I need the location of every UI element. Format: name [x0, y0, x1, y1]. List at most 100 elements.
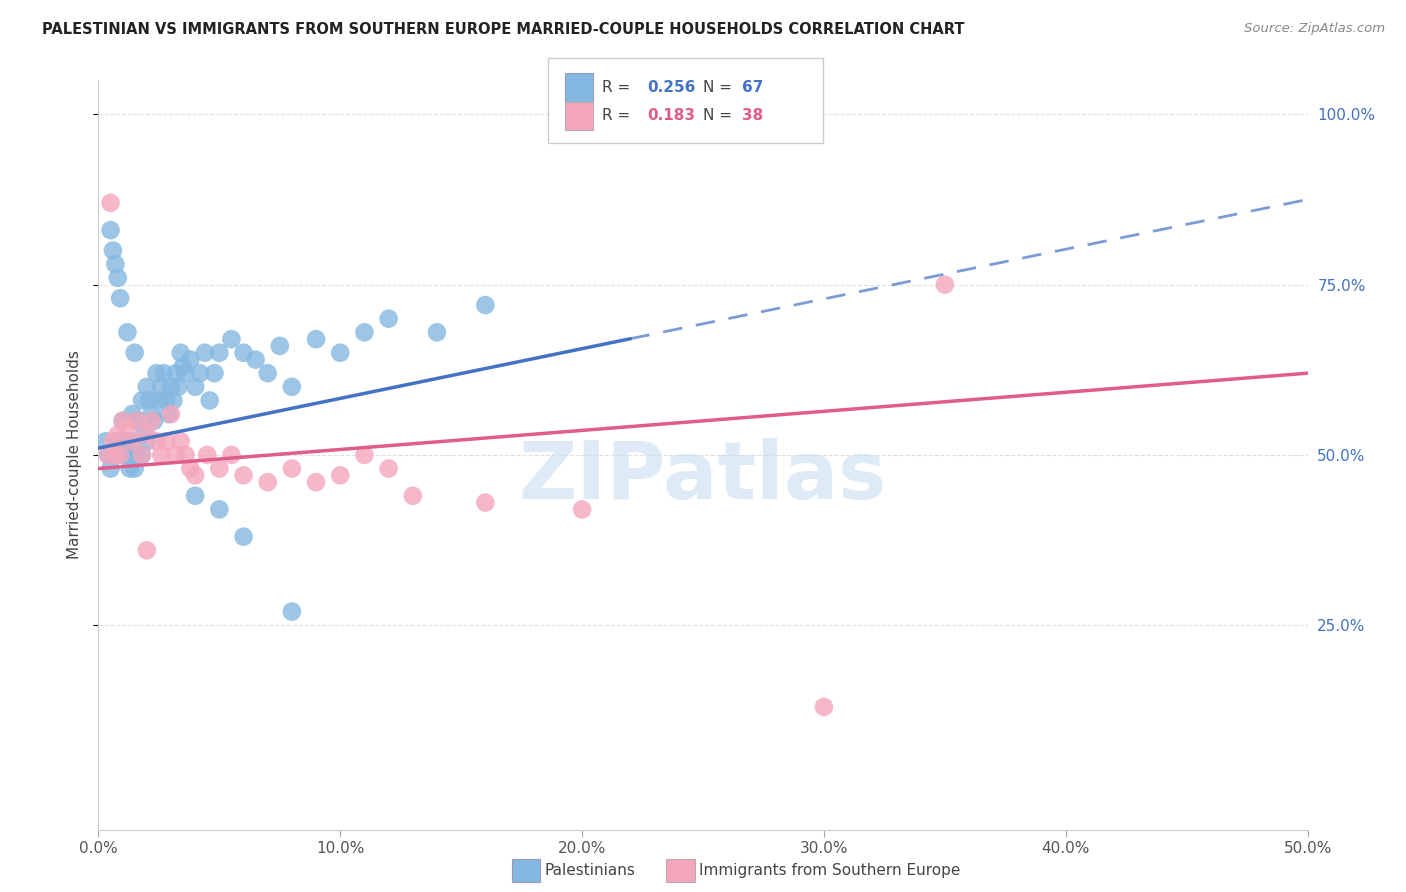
- Point: [94, 434, 117, 449]
- Point: [934, 277, 956, 292]
- Point: [813, 700, 835, 714]
- Point: [353, 448, 375, 462]
- Text: PALESTINIAN VS IMMIGRANTS FROM SOUTHERN EUROPE MARRIED-COUPLE HOUSEHOLDS CORRELA: PALESTINIAN VS IMMIGRANTS FROM SOUTHERN …: [42, 22, 965, 37]
- Point: [101, 434, 124, 449]
- Point: [232, 345, 254, 359]
- Point: [377, 311, 399, 326]
- Text: N =: N =: [703, 80, 737, 95]
- Point: [138, 393, 160, 408]
- Point: [165, 448, 187, 462]
- Point: [135, 434, 157, 449]
- Point: [162, 393, 184, 408]
- Point: [204, 366, 226, 380]
- Point: [172, 359, 194, 374]
- Point: [118, 461, 141, 475]
- Point: [174, 448, 197, 462]
- Point: [111, 414, 134, 428]
- Point: [329, 468, 352, 483]
- Point: [194, 345, 217, 359]
- Point: [169, 345, 191, 359]
- Point: [135, 427, 157, 442]
- Point: [101, 244, 124, 258]
- Point: [208, 502, 231, 516]
- Point: [195, 448, 218, 462]
- Point: [474, 298, 496, 312]
- Point: [474, 495, 496, 509]
- Point: [114, 434, 136, 449]
- Text: Source: ZipAtlas.com: Source: ZipAtlas.com: [1244, 22, 1385, 36]
- Point: [155, 393, 177, 408]
- Point: [124, 345, 146, 359]
- Point: [155, 434, 177, 449]
- Point: [208, 345, 231, 359]
- Text: 38: 38: [742, 109, 763, 123]
- Point: [281, 605, 304, 619]
- Point: [245, 352, 267, 367]
- Text: R =: R =: [602, 80, 636, 95]
- Point: [198, 393, 221, 408]
- Point: [426, 326, 449, 340]
- Point: [100, 195, 122, 210]
- Point: [148, 393, 170, 408]
- Point: [184, 468, 207, 483]
- Point: [281, 461, 304, 475]
- Point: [104, 448, 127, 462]
- Point: [145, 366, 167, 380]
- Point: [329, 345, 352, 359]
- Point: [208, 461, 231, 475]
- Point: [305, 332, 328, 346]
- Point: [127, 448, 149, 462]
- Point: [377, 461, 399, 475]
- Point: [160, 380, 183, 394]
- Y-axis label: Married-couple Households: Married-couple Households: [67, 351, 83, 559]
- Point: [305, 475, 328, 490]
- Point: [165, 366, 187, 380]
- Point: [184, 380, 207, 394]
- Point: [108, 448, 131, 462]
- Point: [127, 414, 149, 428]
- Point: [169, 434, 191, 449]
- Text: N =: N =: [703, 109, 737, 123]
- Point: [104, 257, 127, 271]
- Point: [134, 427, 156, 442]
- Point: [111, 448, 134, 462]
- Point: [97, 448, 120, 462]
- Point: [135, 380, 157, 394]
- Text: ZIPatlas: ZIPatlas: [519, 438, 887, 516]
- Point: [121, 434, 143, 449]
- Point: [256, 475, 278, 490]
- Point: [150, 448, 173, 462]
- Point: [167, 380, 190, 394]
- Point: [179, 461, 201, 475]
- Point: [135, 543, 157, 558]
- Point: [128, 414, 150, 428]
- Point: [117, 420, 139, 434]
- Point: [160, 407, 183, 421]
- Text: 0.256: 0.256: [647, 80, 695, 95]
- Text: 0.183: 0.183: [647, 109, 695, 123]
- Point: [107, 427, 129, 442]
- Text: 67: 67: [742, 80, 763, 95]
- Point: [221, 332, 243, 346]
- Point: [150, 380, 173, 394]
- Point: [157, 407, 180, 421]
- Point: [402, 489, 425, 503]
- Point: [131, 448, 153, 462]
- Point: [145, 434, 167, 449]
- Point: [121, 407, 143, 421]
- Point: [143, 414, 166, 428]
- Point: [100, 461, 122, 475]
- Text: Immigrants from Southern Europe: Immigrants from Southern Europe: [699, 863, 960, 878]
- Point: [571, 502, 593, 516]
- Point: [117, 326, 139, 340]
- Text: Palestinians: Palestinians: [544, 863, 636, 878]
- Point: [104, 448, 127, 462]
- Point: [141, 407, 163, 421]
- Point: [141, 414, 163, 428]
- Point: [131, 393, 153, 408]
- Point: [100, 223, 122, 237]
- Point: [269, 339, 291, 353]
- Text: R =: R =: [602, 109, 636, 123]
- Point: [353, 326, 375, 340]
- Point: [221, 448, 243, 462]
